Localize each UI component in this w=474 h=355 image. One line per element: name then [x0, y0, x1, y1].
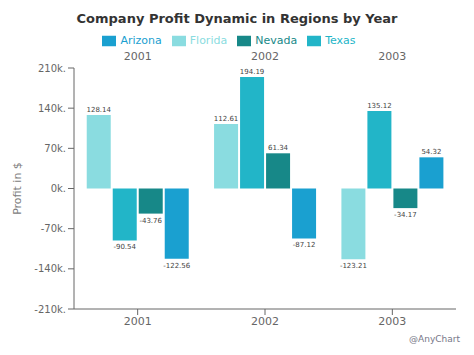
html-text:Arizona: Arizona	[120, 34, 162, 47]
svg-text:112.61: 112.61	[214, 115, 239, 123]
svg-text:210k.: 210k.	[38, 63, 66, 74]
svg-text:140k.: 140k.	[38, 103, 66, 114]
svg-text:54.32: 54.32	[421, 148, 441, 156]
svg-text:-140k.: -140k.	[34, 263, 66, 274]
svg-text:2003: 2003	[378, 315, 406, 328]
svg-text:-90.54: -90.54	[113, 243, 136, 251]
svg-text:135.12: 135.12	[367, 102, 392, 110]
html-text:@AnyChart: @AnyChart	[409, 334, 460, 344]
svg-text:2002: 2002	[251, 315, 279, 328]
svg-text:-123.21: -123.21	[340, 262, 367, 270]
html-text:Texas: Texas	[325, 34, 356, 47]
svg-text:2002: 2002	[251, 50, 279, 63]
html-text:Company Profit Dynamic in Regi: Company Profit Dynamic in Regions by Yea…	[76, 11, 398, 26]
svg-text:2003: 2003	[378, 50, 406, 63]
svg-text:-122.56: -122.56	[163, 262, 191, 270]
svg-text:70k.: 70k.	[44, 143, 66, 154]
html-text:Nevada: Nevada	[255, 34, 298, 47]
svg-text:-34.17: -34.17	[394, 211, 417, 219]
svg-text:128.14: 128.14	[86, 106, 111, 114]
svg-text:61.34: 61.34	[268, 144, 289, 152]
svg-text:-43.76: -43.76	[139, 217, 162, 225]
html-text:Florida: Florida	[189, 34, 228, 47]
svg-text:-210k.: -210k.	[34, 304, 66, 315]
svg-text:0k.: 0k.	[51, 183, 66, 194]
svg-text:2001: 2001	[124, 50, 152, 63]
svg-text:2001: 2001	[124, 315, 152, 328]
svg-text:194.19: 194.19	[240, 68, 265, 76]
svg-text:Profit in $: Profit in $	[11, 162, 24, 215]
svg-text:-70k.: -70k.	[41, 223, 66, 234]
svg-text:-87.12: -87.12	[293, 241, 316, 249]
